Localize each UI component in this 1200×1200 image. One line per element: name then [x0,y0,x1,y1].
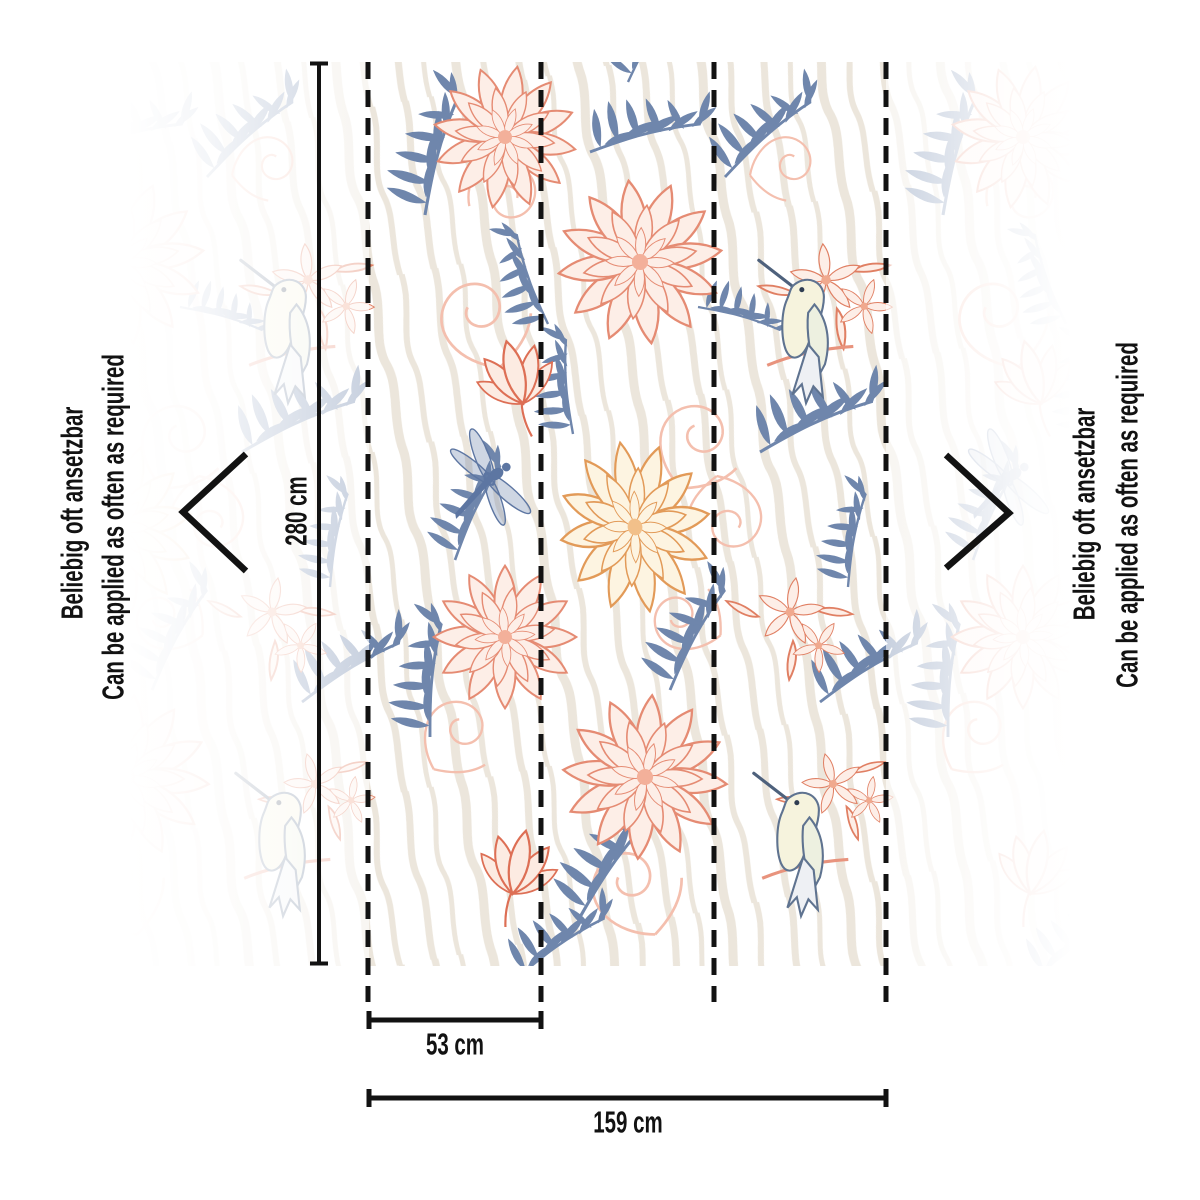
total-width-label: 159 cm [593,1104,663,1140]
side-note-german-right: Beliebig oft ansetzbar [1066,407,1102,621]
panel-width-label: 53 cm [425,1026,485,1062]
total-width-dimension-line [366,1089,889,1107]
height-dimension-line [310,61,328,966]
side-note-english-right: Can be applied as often as required [1109,342,1145,688]
wallpaper-pattern [128,62,1072,966]
chevron-left-icon [178,451,249,574]
chevron-right-icon [943,452,1014,571]
height-dimension-label: 280 cm [278,476,314,546]
left-fade-overlay [128,62,369,966]
side-note-german-left: Beliebig oft ansetzbar [54,406,90,620]
right-fade-overlay [886,62,1072,966]
dimension-overlay [178,61,1014,1107]
panel-width-dimension-line [366,1011,544,1029]
side-note-english-left: Can be applied as often as required [95,354,131,700]
